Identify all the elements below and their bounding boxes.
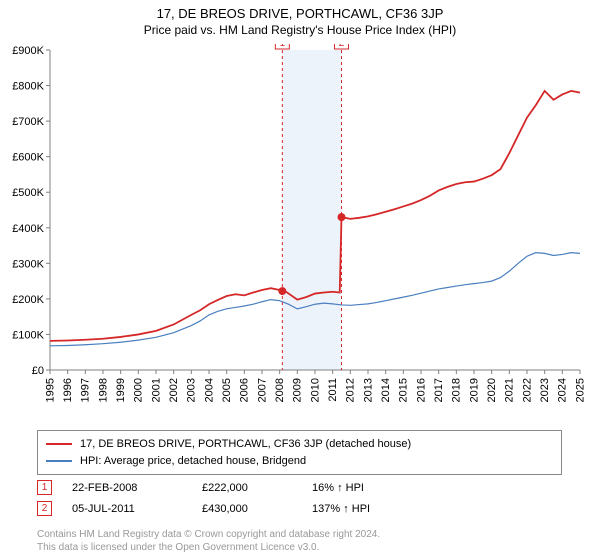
svg-text:2020: 2020 <box>486 378 498 402</box>
footer-attribution: Contains HM Land Registry data © Crown c… <box>37 528 562 554</box>
svg-text:2009: 2009 <box>292 378 304 402</box>
svg-text:£0: £0 <box>32 365 44 377</box>
svg-text:2003: 2003 <box>186 378 198 402</box>
svg-text:2006: 2006 <box>239 378 251 402</box>
svg-text:2005: 2005 <box>221 378 233 402</box>
svg-text:£700K: £700K <box>12 116 44 128</box>
event-row: 1 22-FEB-2008 £222,000 16% ↑ HPI <box>37 480 562 495</box>
legend-label: 17, DE BREOS DRIVE, PORTHCAWL, CF36 3JP … <box>80 436 411 453</box>
svg-text:2015: 2015 <box>398 378 410 402</box>
event-row: 2 05-JUL-2011 £430,000 137% ↑ HPI <box>37 501 562 516</box>
svg-text:1998: 1998 <box>97 378 109 402</box>
price-chart: £0 £100K £200K £300K £400K £500K £600K £700K £80… <box>0 44 600 424</box>
footer-line1: Contains HM Land Registry data © Crown c… <box>37 528 562 541</box>
svg-text:1997: 1997 <box>80 378 92 402</box>
events-table: 1 22-FEB-2008 £222,000 16% ↑ HPI 2 05-JUL-201… <box>37 474 562 516</box>
svg-text:£800K: £800K <box>12 81 44 93</box>
svg-text:1995: 1995 <box>44 378 56 402</box>
svg-text:£500K: £500K <box>12 187 44 199</box>
svg-text:1999: 1999 <box>115 378 127 402</box>
event-date: 05-JUL-2011 <box>72 503 182 515</box>
svg-text:2019: 2019 <box>468 378 480 402</box>
event-marker: 1 <box>37 480 52 495</box>
svg-text:£600K: £600K <box>12 152 44 164</box>
page-subtitle: Price paid vs. HM Land Registry's House … <box>0 23 600 37</box>
event-price: £430,000 <box>202 503 292 515</box>
svg-text:2023: 2023 <box>539 378 551 402</box>
legend-swatch <box>46 443 72 445</box>
svg-text:2017: 2017 <box>433 378 445 402</box>
svg-text:1996: 1996 <box>62 378 74 402</box>
svg-text:2004: 2004 <box>203 378 215 402</box>
event-pct: 137% ↑ HPI <box>312 503 412 515</box>
svg-text:2000: 2000 <box>133 378 145 402</box>
legend-item: 17, DE BREOS DRIVE, PORTHCAWL, CF36 3JP … <box>46 436 553 453</box>
footer-line2: This data is licensed under the Open Gov… <box>37 541 562 554</box>
svg-text:2012: 2012 <box>345 378 357 402</box>
legend-item: HPI: Average price, detached house, Brid… <box>46 453 553 470</box>
svg-text:2010: 2010 <box>309 378 321 402</box>
svg-text:2007: 2007 <box>256 378 268 402</box>
svg-text:£100K: £100K <box>12 329 44 341</box>
svg-text:£200K: £200K <box>12 294 44 306</box>
svg-text:2016: 2016 <box>415 378 427 402</box>
svg-text:2011: 2011 <box>327 378 339 402</box>
svg-text:2008: 2008 <box>274 378 286 402</box>
svg-text:2013: 2013 <box>362 378 374 402</box>
svg-text:2: 2 <box>339 44 345 49</box>
event-pct: 16% ↑ HPI <box>312 482 412 494</box>
legend: 17, DE BREOS DRIVE, PORTHCAWL, CF36 3JP … <box>37 430 562 475</box>
svg-text:2002: 2002 <box>168 378 180 402</box>
svg-text:£300K: £300K <box>12 258 44 270</box>
legend-label: HPI: Average price, detached house, Brid… <box>80 453 306 470</box>
svg-text:1: 1 <box>280 44 286 49</box>
svg-text:2021: 2021 <box>504 378 516 402</box>
event-marker: 2 <box>37 501 52 516</box>
svg-text:2025: 2025 <box>574 378 586 402</box>
svg-text:2014: 2014 <box>380 378 392 402</box>
svg-text:£400K: £400K <box>12 223 44 235</box>
page-title: 17, DE BREOS DRIVE, PORTHCAWL, CF36 3JP <box>0 6 600 21</box>
event-price: £222,000 <box>202 482 292 494</box>
event-date: 22-FEB-2008 <box>72 482 182 494</box>
svg-text:2024: 2024 <box>557 378 569 402</box>
svg-text:£900K: £900K <box>12 45 44 57</box>
legend-swatch <box>46 460 72 462</box>
chart-container: £0 £100K £200K £300K £400K £500K £600K £700K £80… <box>0 44 600 424</box>
svg-text:2018: 2018 <box>451 378 463 402</box>
svg-text:2022: 2022 <box>521 378 533 402</box>
svg-text:2001: 2001 <box>150 378 162 402</box>
